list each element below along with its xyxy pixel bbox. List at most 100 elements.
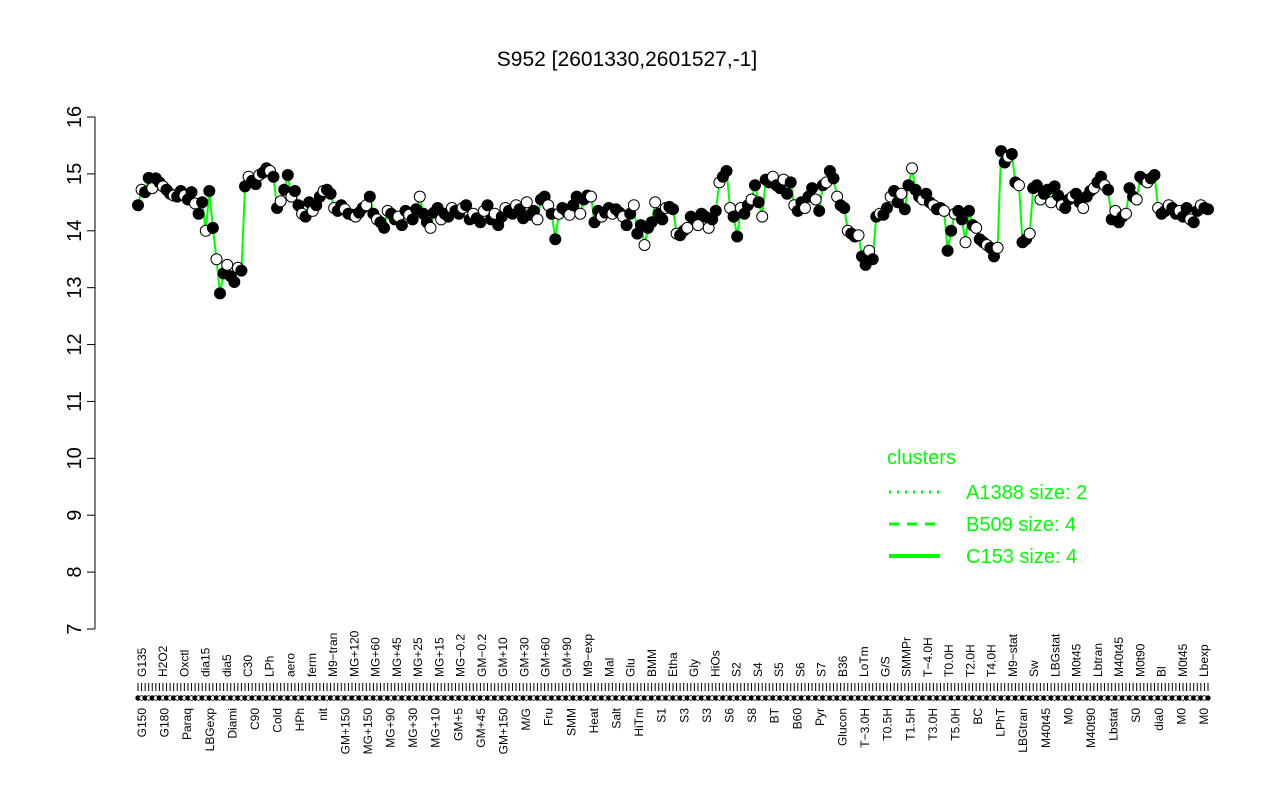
x-tick-label: BMM: [645, 649, 659, 677]
y-tick-label: 7: [64, 623, 86, 634]
x-tick-label: nit: [316, 707, 330, 720]
chart-title: S952 [2601330,2601527,-1]: [497, 48, 757, 71]
x-tick-label: M9−tran: [326, 633, 340, 677]
x-tick-label: T3.0H: [926, 708, 940, 741]
x-tick-label: Diami: [225, 708, 239, 739]
data-point: [827, 172, 840, 185]
x-tick-label: S6: [793, 662, 807, 677]
x-tick-label: C90: [248, 708, 262, 730]
data-point: [531, 213, 544, 226]
x-tick-label: Lbstat: [1107, 707, 1121, 740]
x-tick-label: MG+150: [361, 708, 375, 755]
y-tick-label: 9: [64, 510, 86, 521]
x-tick-label: T4.0H: [985, 644, 999, 677]
x-tick-label: B60: [790, 708, 804, 730]
x-tick-label: S7: [815, 662, 829, 677]
data-point: [991, 241, 1004, 254]
data-point: [627, 199, 640, 212]
x-tick-label: S1: [655, 708, 669, 723]
data-point: [1030, 179, 1043, 192]
x-tick-label: dia0: [1152, 708, 1166, 731]
x-tick-label: GM+30: [517, 637, 531, 677]
x-rug-marker: [1205, 695, 1211, 701]
data-point: [731, 230, 744, 243]
y-tick-label: 15: [64, 163, 86, 185]
x-tick-label: M0t45: [1176, 643, 1190, 677]
data-point: [784, 176, 797, 189]
x-tick-label: M0t45: [1070, 643, 1084, 677]
x-tick-label: LBGexp: [203, 708, 217, 752]
x-tick-label: LPh: [262, 656, 276, 677]
x-tick-label: dia5: [220, 654, 234, 677]
x-axis: G135 H2O2 Oxctl dia15 dia5 C30 LPh aero ferm M9−t…: [135, 630, 1211, 754]
data-point: [667, 203, 679, 216]
data-point: [970, 221, 983, 234]
data-point: [809, 193, 822, 206]
x-tick-label: Salt: [610, 707, 624, 728]
x-tick-label: GM+150: [338, 708, 352, 755]
y-tick-label: 8: [64, 567, 86, 578]
x-tick-label: HPh: [293, 708, 307, 731]
y-tick-label: 10: [64, 447, 86, 469]
x-tick-label: MG+10: [429, 708, 443, 748]
x-tick-label: M0: [1197, 708, 1211, 725]
legend-label: A1388 size: 2: [966, 482, 1087, 504]
x-tick-label: aero: [284, 653, 298, 677]
data-point: [185, 186, 198, 199]
data-point: [424, 221, 437, 234]
data-point: [274, 195, 287, 208]
x-tick-label: M40t45: [1039, 708, 1053, 748]
data-point: [963, 204, 975, 217]
x-tick-label: Cold: [271, 708, 285, 733]
x-tick-label: G135: [135, 647, 149, 677]
x-tick-label: T0.5H: [881, 708, 895, 741]
data-point: [749, 179, 761, 192]
data-point: [288, 185, 301, 197]
x-tick-label: C30: [241, 655, 255, 677]
data-point: [1023, 227, 1036, 240]
y-tick-label: 12: [64, 333, 86, 355]
data-point: [574, 207, 587, 220]
x-tick-label: MG+45: [390, 637, 404, 677]
x-tick-label: LBGtran: [1016, 708, 1030, 753]
legend-label: C153 size: 4: [966, 546, 1077, 568]
data-point: [413, 190, 426, 203]
data-point: [898, 203, 911, 216]
data-point: [781, 187, 794, 200]
x-tick-label: MG+120: [347, 630, 361, 677]
x-tick-label: M0t90: [1133, 643, 1147, 677]
data-point: [281, 169, 294, 181]
x-tick-label: LoTm: [857, 646, 871, 677]
y-tick-label: 16: [64, 106, 86, 128]
x-tick-label: GM−0.2: [475, 634, 489, 677]
y-tick-label: 14: [64, 220, 86, 242]
x-tick-label: MG+30: [406, 708, 420, 748]
data-point: [866, 253, 879, 266]
y-tick-label: 13: [64, 277, 86, 299]
data-point: [192, 207, 205, 220]
data-point: [228, 276, 241, 288]
data-point: [1148, 169, 1161, 181]
x-tick-label: S3: [677, 708, 691, 723]
x-tick-label: Gly: [687, 659, 701, 677]
x-tick-label: S5: [772, 662, 786, 677]
x-tick-label: Bl: [1155, 666, 1169, 677]
x-tick-label: LPhT: [994, 707, 1008, 736]
x-tick-label: M40t45: [1112, 637, 1126, 677]
series-line: [137, 150, 1209, 294]
x-tick-label: ferm: [305, 653, 319, 677]
x-tick-label: Etha: [666, 652, 680, 677]
data-point: [210, 253, 223, 266]
data-point: [895, 187, 908, 200]
data-point: [1202, 203, 1214, 216]
data-point: [549, 233, 562, 246]
data-point: [720, 165, 733, 177]
x-tick-label: G180: [158, 708, 172, 738]
data-point: [406, 213, 419, 226]
data-point: [813, 204, 826, 217]
x-tick-label: Paraq: [180, 708, 194, 740]
x-tick-label: SMMPr: [900, 637, 914, 677]
x-tick-label: T−3.0H: [858, 708, 872, 748]
x-tick-label: BT: [768, 707, 782, 723]
